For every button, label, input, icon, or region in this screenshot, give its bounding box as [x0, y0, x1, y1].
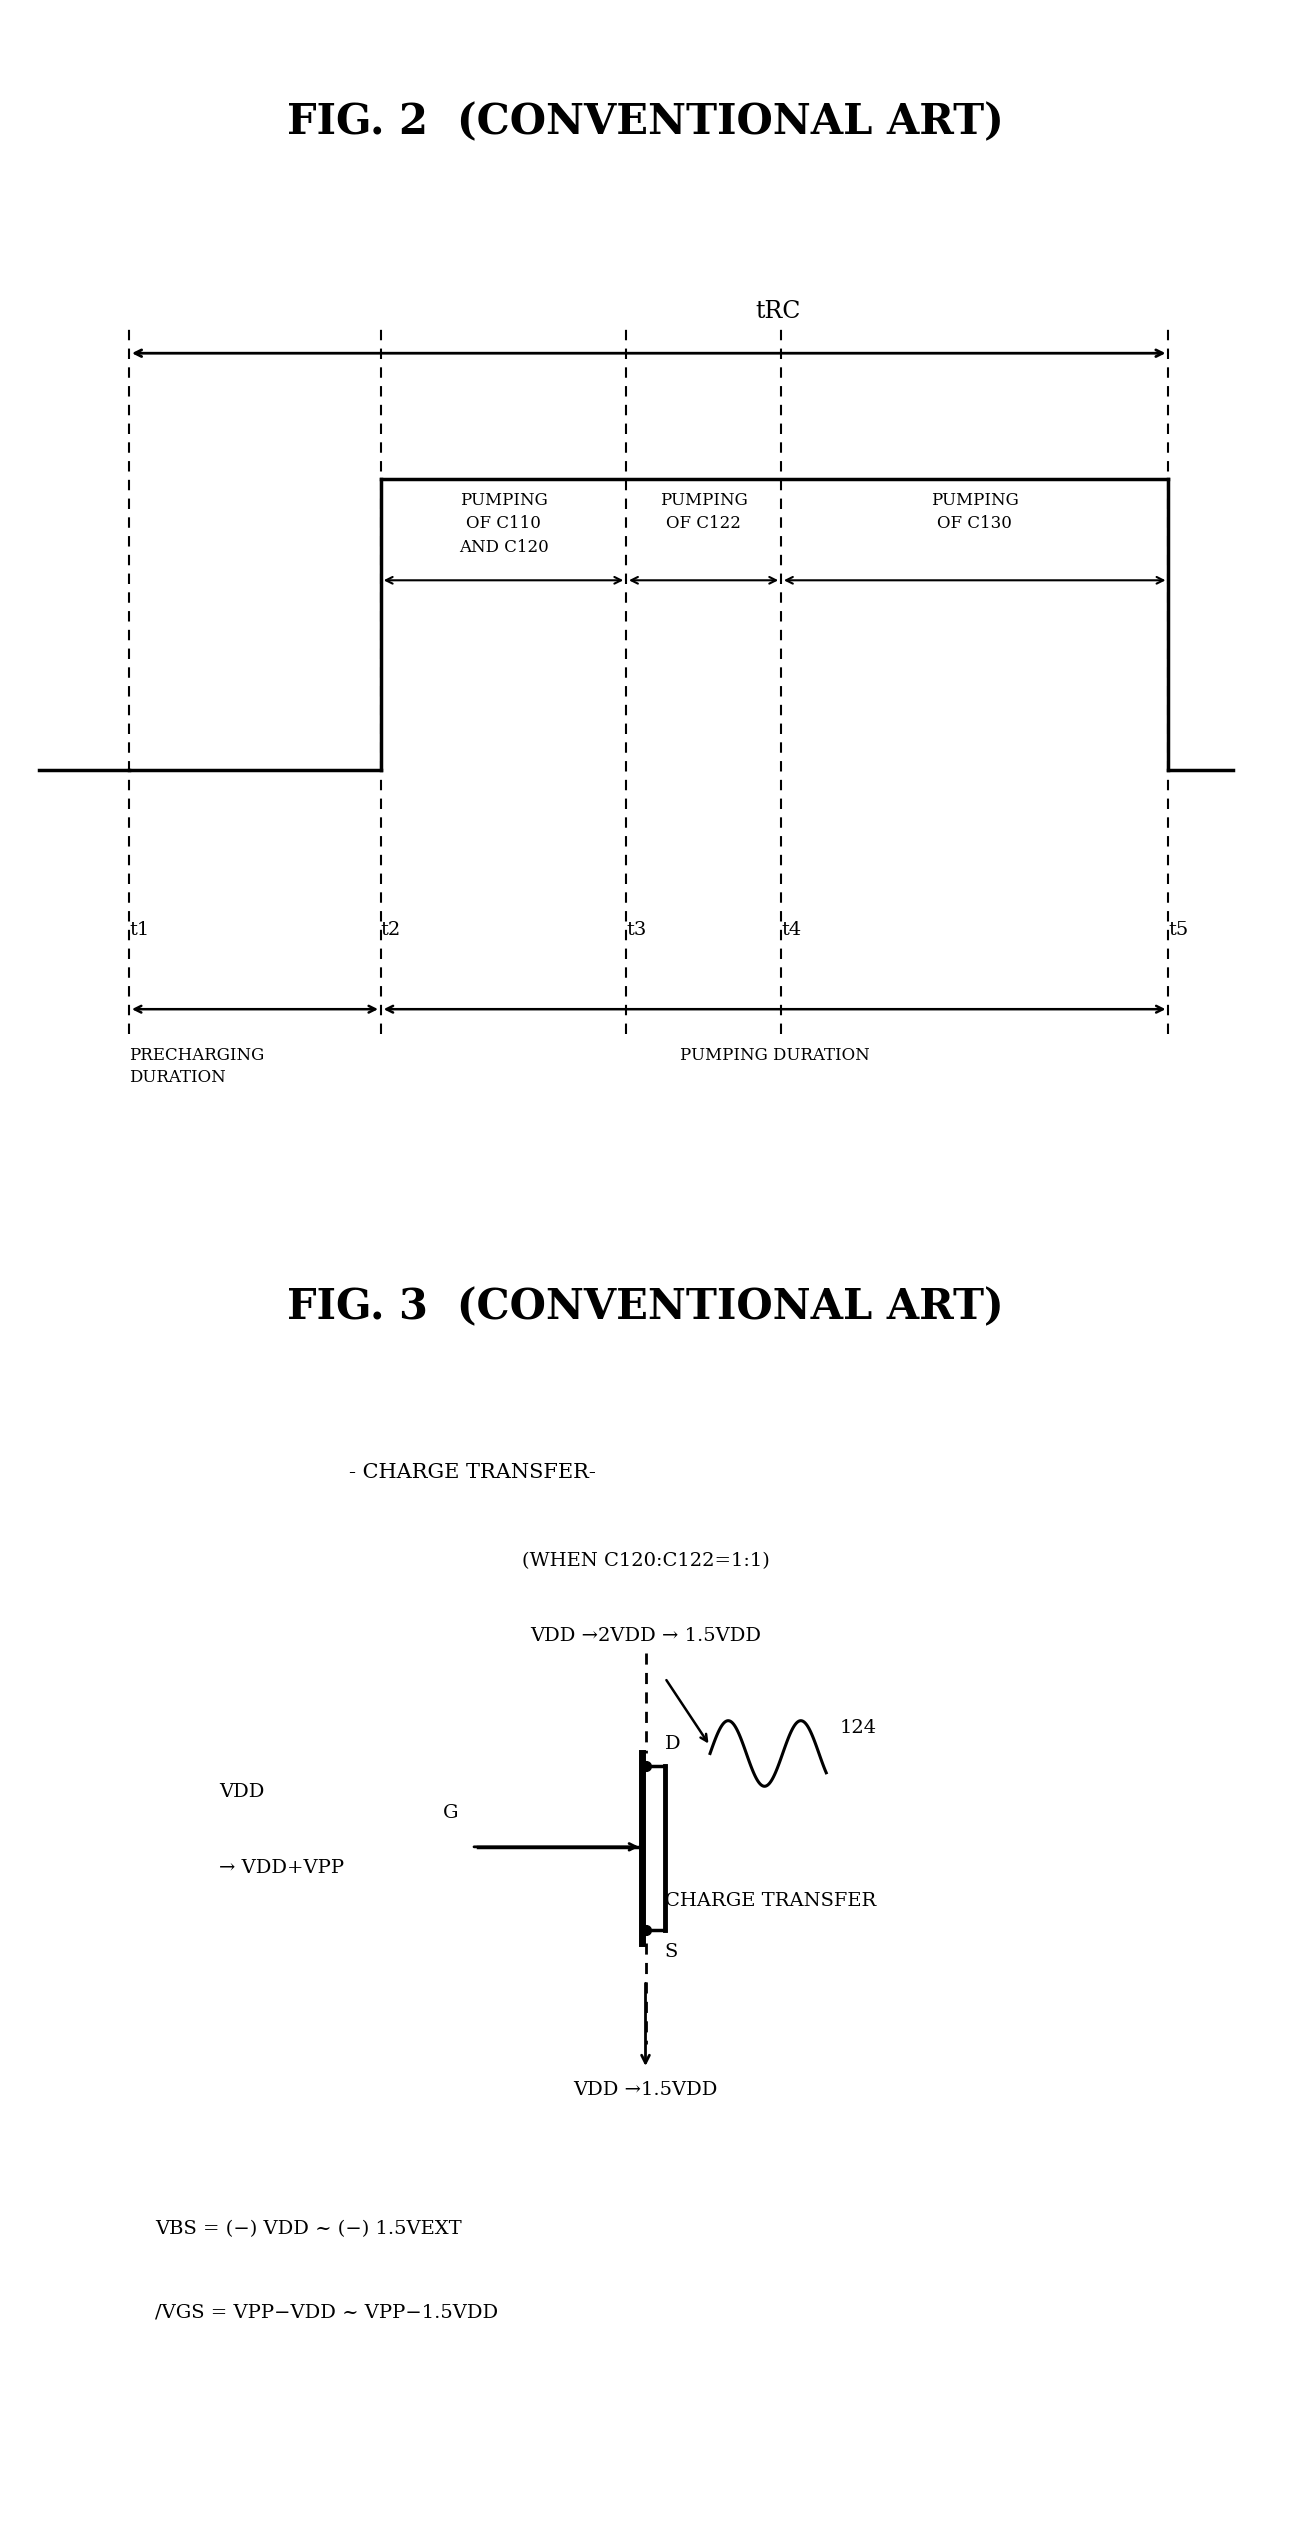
Text: t5: t5 — [1168, 921, 1189, 939]
Text: t2: t2 — [381, 921, 402, 939]
Text: PUMPING DURATION: PUMPING DURATION — [680, 1047, 869, 1065]
Text: 124: 124 — [839, 1718, 877, 1738]
Text: CHARGE TRANSFER: CHARGE TRANSFER — [665, 1892, 877, 1910]
Text: FIG. 3  (CONVENTIONAL ART): FIG. 3 (CONVENTIONAL ART) — [287, 1287, 1004, 1330]
Text: PUMPING
OF C110
AND C120: PUMPING OF C110 AND C120 — [458, 492, 549, 555]
Text: D: D — [665, 1736, 680, 1753]
Text: tRC: tRC — [755, 300, 800, 323]
Text: G: G — [443, 1804, 458, 1822]
Text: → VDD+VPP: → VDD+VPP — [219, 1859, 345, 1877]
Text: (WHEN C120:C122=1:1): (WHEN C120:C122=1:1) — [522, 1552, 769, 1569]
Text: VDD →2VDD → 1.5VDD: VDD →2VDD → 1.5VDD — [531, 1627, 760, 1645]
Text: - CHARGE TRANSFER-: - CHARGE TRANSFER- — [349, 1463, 595, 1484]
Text: VBS = (−) VDD ~ (−) 1.5VEXT: VBS = (−) VDD ~ (−) 1.5VEXT — [155, 2220, 462, 2238]
Text: FIG. 2  (CONVENTIONAL ART): FIG. 2 (CONVENTIONAL ART) — [287, 101, 1004, 144]
Text: t1: t1 — [129, 921, 150, 939]
Text: t3: t3 — [626, 921, 647, 939]
Text: t4: t4 — [781, 921, 802, 939]
Text: VDD →1.5VDD: VDD →1.5VDD — [573, 2081, 718, 2099]
Text: VDD: VDD — [219, 1784, 265, 1801]
Text: PUMPING
OF C130: PUMPING OF C130 — [931, 492, 1019, 532]
Text: S: S — [665, 1943, 678, 1960]
Text: /VGS = VPP−VDD ~ VPP−1.5VDD: /VGS = VPP−VDD ~ VPP−1.5VDD — [155, 2303, 498, 2321]
Text: PUMPING
OF C122: PUMPING OF C122 — [660, 492, 747, 532]
Text: PRECHARGING
DURATION: PRECHARGING DURATION — [129, 1047, 265, 1087]
